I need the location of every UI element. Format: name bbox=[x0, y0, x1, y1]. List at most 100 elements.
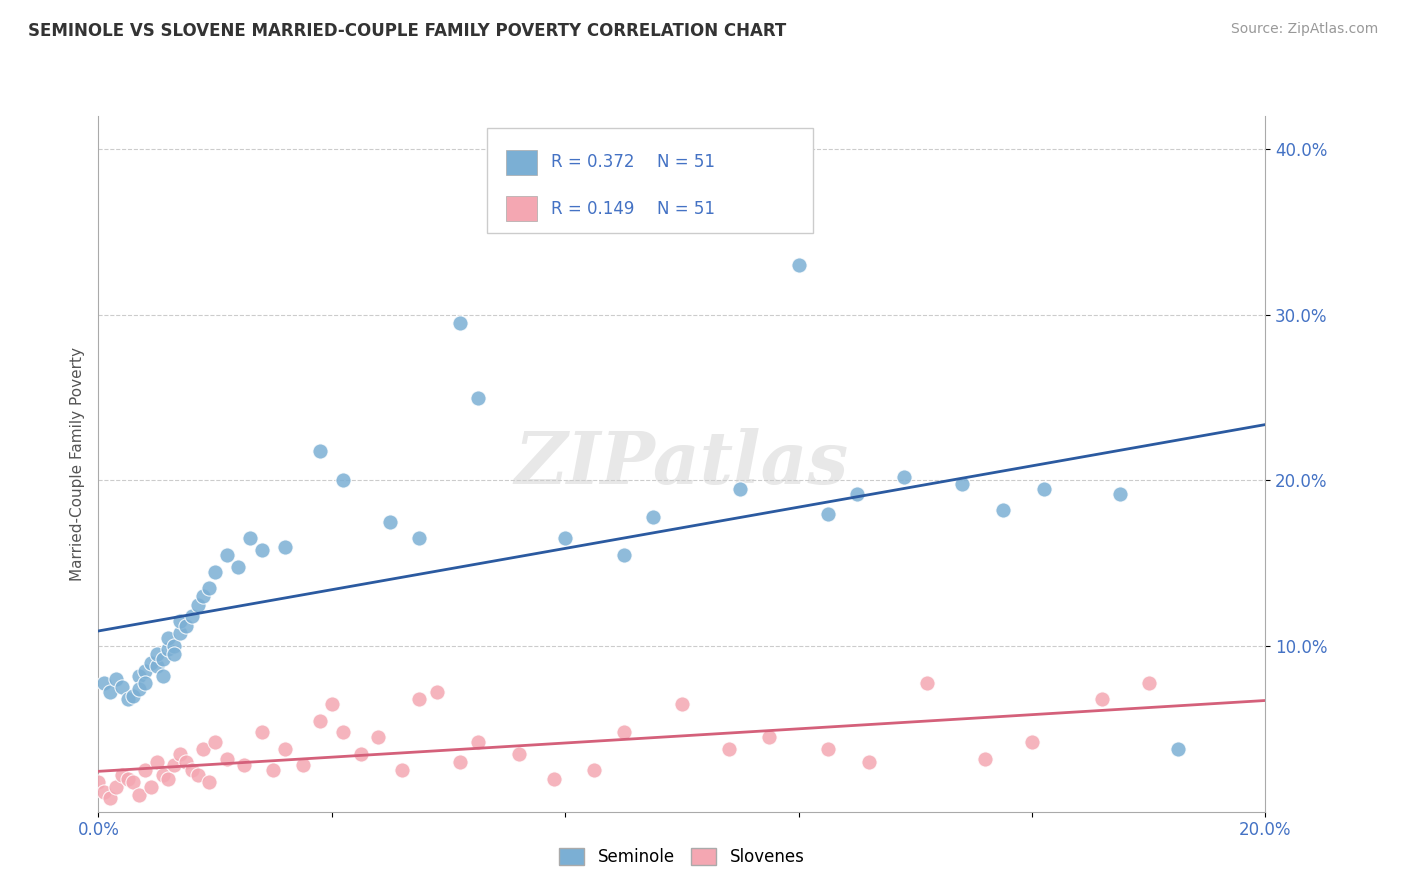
Point bbox=[991, 503, 1014, 517]
Point bbox=[174, 755, 197, 769]
Point bbox=[152, 768, 174, 782]
Point bbox=[309, 443, 332, 458]
Point bbox=[233, 758, 256, 772]
Point bbox=[215, 548, 238, 562]
Point bbox=[204, 565, 226, 579]
Point bbox=[187, 768, 209, 782]
Point bbox=[193, 590, 215, 604]
Point bbox=[309, 714, 332, 728]
Point bbox=[787, 258, 810, 272]
Text: N = 51: N = 51 bbox=[657, 200, 714, 218]
Point bbox=[1032, 482, 1054, 496]
Point bbox=[817, 507, 839, 521]
Point bbox=[350, 747, 373, 761]
Point bbox=[87, 775, 110, 789]
Point bbox=[198, 581, 221, 595]
Point bbox=[134, 675, 156, 690]
Point bbox=[98, 791, 121, 805]
Point bbox=[467, 735, 489, 749]
Point bbox=[117, 772, 139, 786]
Point bbox=[193, 741, 215, 756]
Point bbox=[1021, 735, 1043, 749]
Point bbox=[332, 474, 354, 488]
Point bbox=[508, 747, 530, 761]
Point bbox=[157, 772, 180, 786]
Point bbox=[915, 675, 938, 690]
Point bbox=[950, 476, 973, 491]
Point bbox=[146, 648, 169, 662]
Point bbox=[367, 730, 389, 744]
Point bbox=[111, 768, 134, 782]
Point bbox=[426, 685, 449, 699]
Legend: Seminole, Slovenes: Seminole, Slovenes bbox=[553, 841, 811, 873]
Point bbox=[169, 614, 191, 628]
Text: N = 51: N = 51 bbox=[657, 153, 714, 171]
Point bbox=[858, 755, 880, 769]
Point bbox=[169, 747, 191, 761]
Point bbox=[157, 631, 180, 645]
Text: R = 0.149: R = 0.149 bbox=[551, 200, 634, 218]
Point bbox=[122, 689, 145, 703]
Point bbox=[152, 652, 174, 666]
Point bbox=[128, 669, 150, 683]
Text: Source: ZipAtlas.com: Source: ZipAtlas.com bbox=[1230, 22, 1378, 37]
Point bbox=[250, 725, 273, 739]
Point bbox=[291, 758, 314, 772]
Point bbox=[274, 741, 297, 756]
Point bbox=[146, 755, 169, 769]
Point bbox=[612, 548, 634, 562]
Point bbox=[134, 764, 156, 778]
Point bbox=[554, 532, 576, 546]
Point bbox=[612, 725, 634, 739]
Point bbox=[163, 639, 186, 653]
Point bbox=[169, 625, 191, 640]
Point bbox=[467, 391, 489, 405]
Point bbox=[408, 692, 430, 706]
Point bbox=[543, 772, 565, 786]
Point bbox=[139, 780, 162, 794]
Point bbox=[583, 764, 606, 778]
Text: R = 0.372: R = 0.372 bbox=[551, 153, 634, 171]
Point bbox=[250, 543, 273, 558]
Point bbox=[93, 675, 115, 690]
Point bbox=[1167, 741, 1189, 756]
Point bbox=[134, 664, 156, 678]
Y-axis label: Married-Couple Family Poverty: Married-Couple Family Poverty bbox=[69, 347, 84, 581]
Point bbox=[817, 741, 839, 756]
Point bbox=[146, 659, 169, 673]
Point bbox=[321, 697, 343, 711]
Point bbox=[332, 725, 354, 739]
Point bbox=[974, 752, 997, 766]
Point bbox=[128, 788, 150, 802]
Point bbox=[128, 682, 150, 697]
Point bbox=[758, 730, 780, 744]
Point bbox=[198, 775, 221, 789]
Point bbox=[111, 681, 134, 695]
Point bbox=[180, 764, 202, 778]
Point bbox=[391, 764, 413, 778]
Point bbox=[152, 669, 174, 683]
Text: ZIPatlas: ZIPatlas bbox=[515, 428, 849, 500]
Point bbox=[449, 755, 471, 769]
Point bbox=[180, 609, 202, 624]
Point bbox=[104, 780, 127, 794]
Point bbox=[157, 642, 180, 657]
Point bbox=[274, 540, 297, 554]
Point bbox=[215, 752, 238, 766]
Point bbox=[187, 598, 209, 612]
Point bbox=[117, 692, 139, 706]
Point bbox=[104, 672, 127, 686]
Point bbox=[122, 775, 145, 789]
Point bbox=[893, 470, 915, 484]
Point bbox=[671, 697, 693, 711]
Point bbox=[728, 482, 751, 496]
Point bbox=[378, 515, 402, 529]
Point bbox=[717, 741, 740, 756]
Text: SEMINOLE VS SLOVENE MARRIED-COUPLE FAMILY POVERTY CORRELATION CHART: SEMINOLE VS SLOVENE MARRIED-COUPLE FAMIL… bbox=[28, 22, 786, 40]
Point bbox=[204, 735, 226, 749]
Point bbox=[641, 509, 664, 524]
Point bbox=[408, 532, 430, 546]
Point bbox=[449, 316, 471, 330]
Point bbox=[98, 685, 121, 699]
Point bbox=[262, 764, 284, 778]
